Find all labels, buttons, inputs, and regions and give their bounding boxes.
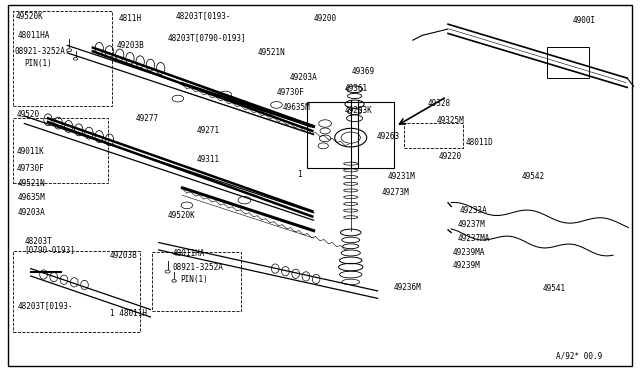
Text: [0790-0193]: [0790-0193] bbox=[24, 246, 75, 254]
Text: 49271: 49271 bbox=[197, 126, 220, 135]
Text: 4811H: 4811H bbox=[118, 14, 141, 23]
Text: 49236M: 49236M bbox=[394, 283, 421, 292]
Text: 49203A: 49203A bbox=[18, 208, 45, 217]
Text: 49273M: 49273M bbox=[381, 188, 409, 197]
Text: 08921-3252A: 08921-3252A bbox=[14, 47, 65, 56]
Text: 49200: 49200 bbox=[314, 14, 337, 23]
Text: 49541: 49541 bbox=[543, 284, 566, 293]
Text: 49520: 49520 bbox=[17, 110, 40, 119]
Text: 48203T[0790-0193]: 48203T[0790-0193] bbox=[168, 33, 246, 42]
Text: A/92* 00.9: A/92* 00.9 bbox=[556, 352, 602, 361]
Text: 49542: 49542 bbox=[522, 172, 545, 181]
Text: 49328: 49328 bbox=[428, 99, 451, 108]
Text: PIN(1): PIN(1) bbox=[180, 275, 208, 284]
Text: 48011D: 48011D bbox=[466, 138, 493, 147]
Text: 49369: 49369 bbox=[352, 67, 375, 76]
Text: 49231M: 49231M bbox=[387, 172, 415, 181]
Text: 49730F: 49730F bbox=[276, 88, 304, 97]
Text: 08921-3252A: 08921-3252A bbox=[173, 263, 223, 272]
Text: 49239M: 49239M bbox=[453, 262, 481, 270]
Bar bbox=[13, 251, 140, 332]
Text: 49237MA: 49237MA bbox=[458, 234, 490, 243]
Text: PIN(1): PIN(1) bbox=[24, 60, 52, 68]
Text: 49220: 49220 bbox=[438, 153, 461, 161]
Text: 48011HA: 48011HA bbox=[17, 31, 50, 40]
Text: 49263: 49263 bbox=[376, 132, 399, 141]
Text: 49325M: 49325M bbox=[436, 116, 464, 125]
Text: 49521N: 49521N bbox=[18, 179, 45, 187]
Text: 1: 1 bbox=[298, 170, 302, 179]
Text: 49239MA: 49239MA bbox=[453, 248, 486, 257]
Text: 48203T[0193-: 48203T[0193- bbox=[18, 301, 74, 310]
Text: 48011HA: 48011HA bbox=[173, 249, 205, 258]
Bar bbox=[13, 118, 108, 183]
Text: 49277: 49277 bbox=[136, 114, 159, 123]
Text: 49361: 49361 bbox=[344, 84, 367, 93]
Text: 49237M: 49237M bbox=[458, 220, 485, 229]
Bar bbox=[547, 46, 589, 78]
Text: 48203T: 48203T bbox=[24, 237, 52, 246]
Bar bbox=[307, 102, 394, 168]
Bar bbox=[404, 123, 463, 148]
Text: 49311: 49311 bbox=[197, 155, 220, 164]
Text: 49203B: 49203B bbox=[116, 41, 144, 50]
Bar bbox=[13, 11, 112, 106]
Text: 49203K: 49203K bbox=[344, 106, 372, 115]
Text: 49521N: 49521N bbox=[257, 48, 285, 57]
Text: 49520K: 49520K bbox=[16, 12, 44, 21]
Text: 49203A: 49203A bbox=[289, 73, 317, 82]
Text: 49011K: 49011K bbox=[17, 147, 44, 156]
Bar bbox=[152, 252, 241, 311]
Text: 1 48011H: 1 48011H bbox=[110, 309, 147, 318]
Text: 49233A: 49233A bbox=[460, 206, 487, 215]
Text: 49730F: 49730F bbox=[17, 164, 44, 173]
Text: 48203T[0193-: 48203T[0193- bbox=[176, 11, 232, 20]
Text: 49203B: 49203B bbox=[110, 251, 138, 260]
Text: 49635M: 49635M bbox=[18, 193, 45, 202]
Text: 49635M: 49635M bbox=[283, 103, 310, 112]
Text: 49520K: 49520K bbox=[168, 211, 195, 219]
Text: 4900I: 4900I bbox=[573, 16, 596, 25]
